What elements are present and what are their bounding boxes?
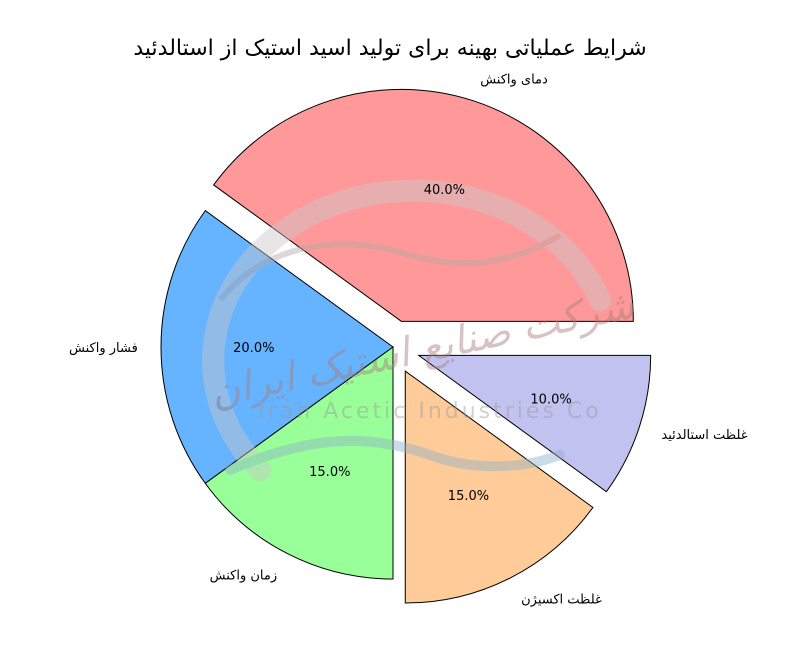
slice-category-label-2: زمان واکنش <box>210 568 277 583</box>
slice-category-label-0: دمای واکنش <box>480 73 548 88</box>
slice-category-label-1: فشار واکنش <box>69 341 138 356</box>
slice-percent-label-3: 15.0% <box>448 489 489 504</box>
slice-percent-label-2: 15.0% <box>309 465 350 480</box>
watermark-wave-blue <box>225 435 565 475</box>
slice-category-label-3: غلظت اکسیژن <box>521 592 602 607</box>
watermark-english: Iran Acetic Industries Co <box>258 399 601 424</box>
slice-percent-label-4: 10.0% <box>530 392 571 407</box>
slice-percent-label-0: 40.0% <box>424 183 465 198</box>
pie-slice-4 <box>417 354 652 493</box>
pie-slice-1 <box>160 209 394 485</box>
watermark-swoosh-line <box>217 232 562 302</box>
watermark-swoosh-gray <box>202 179 611 481</box>
pie-slice-2 <box>204 346 394 580</box>
slice-percent-label-1: 20.0% <box>233 341 274 356</box>
pie-slice-3 <box>404 370 594 604</box>
pie-labels: 40.0% دمای واکنش 20.0% فشار واکنش 15.0% زمان … <box>69 73 748 608</box>
pie-slice-0 <box>212 88 634 322</box>
pie-slices <box>160 88 652 604</box>
chart-title: شرایط عملیاتی بهینه برای تولید اسید استی… <box>133 36 646 61</box>
slice-category-label-4: غلظت استالدئید <box>661 428 747 443</box>
